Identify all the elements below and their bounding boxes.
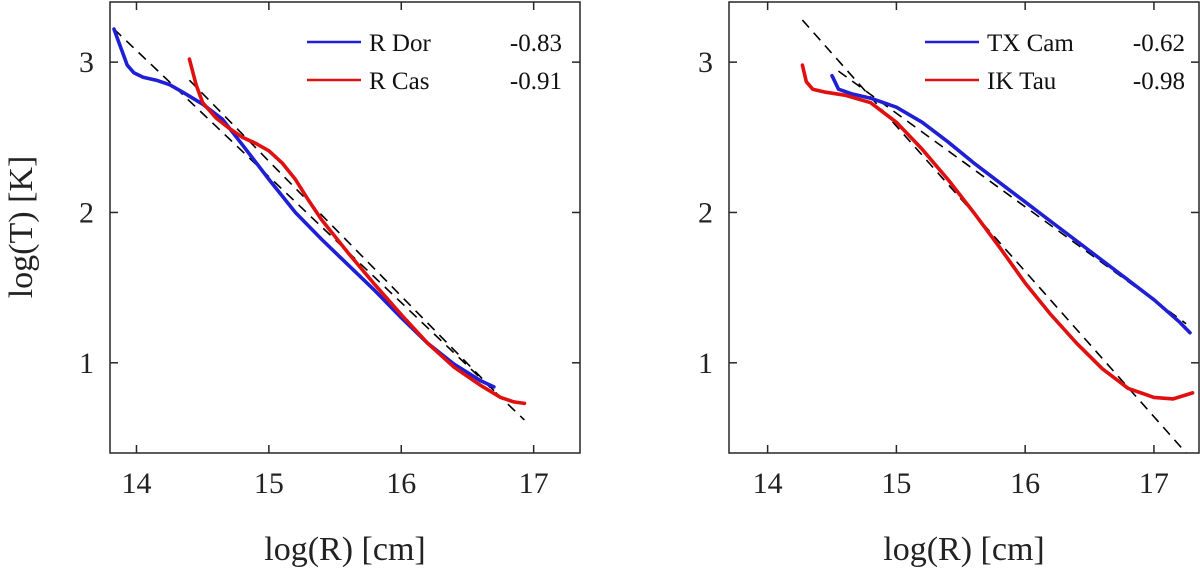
legend-series-name: R Cas <box>369 68 429 95</box>
legend-slope-value: -0.91 <box>510 68 562 95</box>
legend-series-name: IK Tau <box>987 68 1057 95</box>
right-chart-panel: 14 15 16 17 1 2 3 TX Cam -0.62 IK Tau -0.98 log(R… <box>698 1 1200 568</box>
left-axis-ticks: 14 15 16 17 1 2 3 <box>79 2 580 500</box>
legend-series-name: TX Cam <box>987 30 1074 57</box>
x-tick-label: 14 <box>753 467 783 500</box>
right-plot-frame <box>728 1 1200 454</box>
left-series-lines <box>112 27 527 406</box>
x-tick-label: 15 <box>881 467 911 500</box>
legend-slope-value: -0.98 <box>1133 68 1185 95</box>
power-law-fit-line <box>188 79 502 398</box>
y-tick-label: 3 <box>79 46 94 79</box>
series-line-tx-cam <box>830 73 1192 335</box>
right-x-axis-label: log(R) [cm] <box>883 531 1044 568</box>
left-x-axis-label: log(R) [cm] <box>264 531 425 568</box>
x-tick-label: 17 <box>519 467 549 500</box>
y-tick-label: 3 <box>698 46 713 79</box>
left-y-axis-label: log(T) [K] <box>3 156 40 299</box>
y-tick-label: 1 <box>698 347 713 380</box>
left-plot-frame <box>109 1 581 454</box>
series-line-r-cas <box>187 57 527 406</box>
power-law-fit-line <box>113 28 525 421</box>
x-tick-label: 17 <box>1139 467 1169 500</box>
legend-slope-value: -0.83 <box>510 30 562 57</box>
left-fit-lines <box>113 28 525 421</box>
right-series-lines <box>800 63 1195 401</box>
right-legend: TX Cam -0.62 IK Tau -0.98 <box>925 30 1185 95</box>
y-tick-label: 2 <box>79 196 94 229</box>
legend-slope-value: -0.62 <box>1133 30 1185 57</box>
right-axis-ticks: 14 15 16 17 1 2 3 <box>698 2 1199 500</box>
legend-series-name: R Dor <box>369 30 431 57</box>
power-law-fit-line <box>801 19 1187 454</box>
x-tick-label: 15 <box>254 467 284 500</box>
left-legend: R Dor -0.83 R Cas -0.91 <box>307 30 562 95</box>
y-tick-label: 2 <box>698 196 713 229</box>
series-line-r-dor <box>112 27 496 389</box>
y-tick-label: 1 <box>79 347 94 380</box>
x-tick-label: 16 <box>386 467 416 500</box>
series-line-ik-tau <box>800 63 1195 401</box>
x-tick-label: 14 <box>121 467 151 500</box>
left-chart-panel: 14 15 16 17 1 2 3 R Dor -0.83 R Cas -0.91 log(R) … <box>3 1 581 568</box>
x-tick-label: 16 <box>1010 467 1040 500</box>
